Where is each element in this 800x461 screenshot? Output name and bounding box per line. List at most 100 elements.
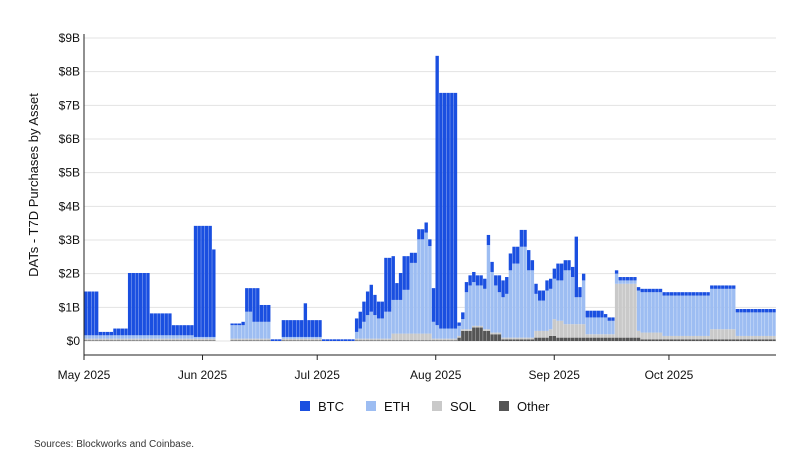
bar-segment-eth <box>417 239 421 334</box>
bar-segment-eth <box>245 311 249 339</box>
bar-segment-sol <box>234 338 238 341</box>
bar-segment-btc <box>724 285 729 289</box>
bar-segment-other <box>691 339 696 341</box>
bar-segment-sol <box>563 324 568 338</box>
bar-segment-eth <box>186 335 190 339</box>
bar-segment-other <box>230 340 234 341</box>
bar-segment-btc <box>545 280 549 291</box>
bar-segment-eth <box>241 325 245 339</box>
y-tick-label: $9B <box>59 31 80 45</box>
bar-segment-eth <box>717 288 721 330</box>
bar-segment-btc <box>563 260 568 271</box>
bar-segment-other <box>559 337 564 341</box>
bar-segment-btc <box>329 339 333 341</box>
bar-segment-other <box>622 337 626 341</box>
bar-segment-other <box>314 340 319 341</box>
bar-segment-btc <box>105 331 110 336</box>
bar-segment-btc <box>706 292 710 296</box>
bar-segment-other <box>611 337 615 341</box>
bar-segment-other <box>241 340 245 341</box>
bar-segment-btc <box>761 309 765 313</box>
bar-segment-eth <box>190 335 194 339</box>
bar-segment-eth <box>300 336 304 339</box>
y-tick-label: $1B <box>59 300 80 314</box>
bar-segment-other <box>699 339 703 341</box>
bar-segment-sol <box>303 338 308 341</box>
bar-segment-eth <box>743 312 747 336</box>
bar-segment-btc <box>713 285 718 289</box>
bar-segment-eth <box>457 325 461 336</box>
bar-segment-sol <box>483 329 487 331</box>
bar-segment-btc <box>574 236 578 298</box>
bar-segment-sol <box>94 338 99 341</box>
y-tick-labels: $0 $1B $2B $3B $4B $5B $6B $7B $8B $9B <box>59 31 81 348</box>
bar-segment-sol <box>376 338 381 341</box>
bar-segment-sol <box>691 335 696 340</box>
bar-segment-eth <box>354 331 359 339</box>
bar-segment-sol <box>409 333 414 341</box>
bar-segment-other <box>527 339 531 341</box>
bar-segment-sol <box>589 334 593 338</box>
bar-segment-other <box>728 339 732 341</box>
bar-segment-other <box>541 337 546 341</box>
bar-segment-other <box>647 339 652 341</box>
bar-segment-other <box>380 340 384 341</box>
bar-segment-eth <box>362 321 366 339</box>
y-tick-label: $5B <box>59 166 80 180</box>
bar-segment-btc <box>340 339 344 341</box>
bar-segment-btc <box>311 320 315 337</box>
bar-segment-eth <box>179 335 183 339</box>
source-note: Sources: Blockworks and Coinbase. <box>34 439 195 450</box>
bar-segment-other <box>721 339 725 341</box>
bar-segment-eth <box>373 315 377 339</box>
bar-segment-sol <box>490 332 494 335</box>
bar-segment-eth <box>369 311 373 339</box>
bar-segment-btc <box>193 225 198 337</box>
bar-segment-other <box>311 340 315 341</box>
bar-segment-sol <box>574 324 578 338</box>
bar-segment-other <box>256 340 260 341</box>
bar-segment-sol <box>201 338 205 341</box>
bar-segment-sol <box>171 338 176 341</box>
bar-segment-btc <box>691 292 696 296</box>
bar-segment-eth <box>702 295 707 336</box>
bar-segment-eth <box>570 277 575 325</box>
bar-segment-sol <box>706 335 710 340</box>
bar-segment-sol <box>541 330 546 338</box>
bar-segment-other <box>475 327 480 341</box>
bar-segment-other <box>519 339 524 341</box>
bar-segment-sol <box>91 338 95 341</box>
bar-segment-btc <box>746 309 751 313</box>
bar-segment-eth <box>651 292 655 333</box>
bar-segment-eth <box>204 336 209 339</box>
bar-segment-sol <box>358 338 362 341</box>
bar-segment-eth <box>497 292 502 333</box>
bar-segment-sol <box>746 335 751 340</box>
bar-segment-btc <box>684 292 688 296</box>
bar-segment-other <box>248 340 253 341</box>
bar-segment-btc <box>267 304 271 322</box>
bar-segment-sol <box>124 338 128 341</box>
bar-segment-other <box>171 340 176 341</box>
bar-segment-eth <box>193 336 198 339</box>
bar-segment-other <box>303 340 308 341</box>
bar-segment-sol <box>127 338 132 341</box>
bar-segment-btc <box>431 288 436 322</box>
bar-segment-eth <box>596 317 600 335</box>
bar-segment-sol <box>732 329 736 340</box>
bar-segment-eth <box>658 292 663 333</box>
bar-segment-sol <box>157 338 161 341</box>
bar-segment-other <box>461 330 465 341</box>
bar-segment-btc <box>413 252 417 263</box>
bar-segment-eth <box>406 289 410 334</box>
bar-segment-other <box>300 340 304 341</box>
bar-segment-sol <box>625 283 630 338</box>
legend-label-other: Other <box>517 399 550 414</box>
bar-segment-eth <box>142 335 146 339</box>
bar-segment-btc <box>376 301 381 319</box>
bar-segment-btc <box>457 322 461 326</box>
bar-segment-eth <box>761 312 765 336</box>
bar-segment-other <box>673 339 677 341</box>
bar-segment-sol <box>702 335 707 340</box>
bar-segment-eth <box>505 293 509 338</box>
